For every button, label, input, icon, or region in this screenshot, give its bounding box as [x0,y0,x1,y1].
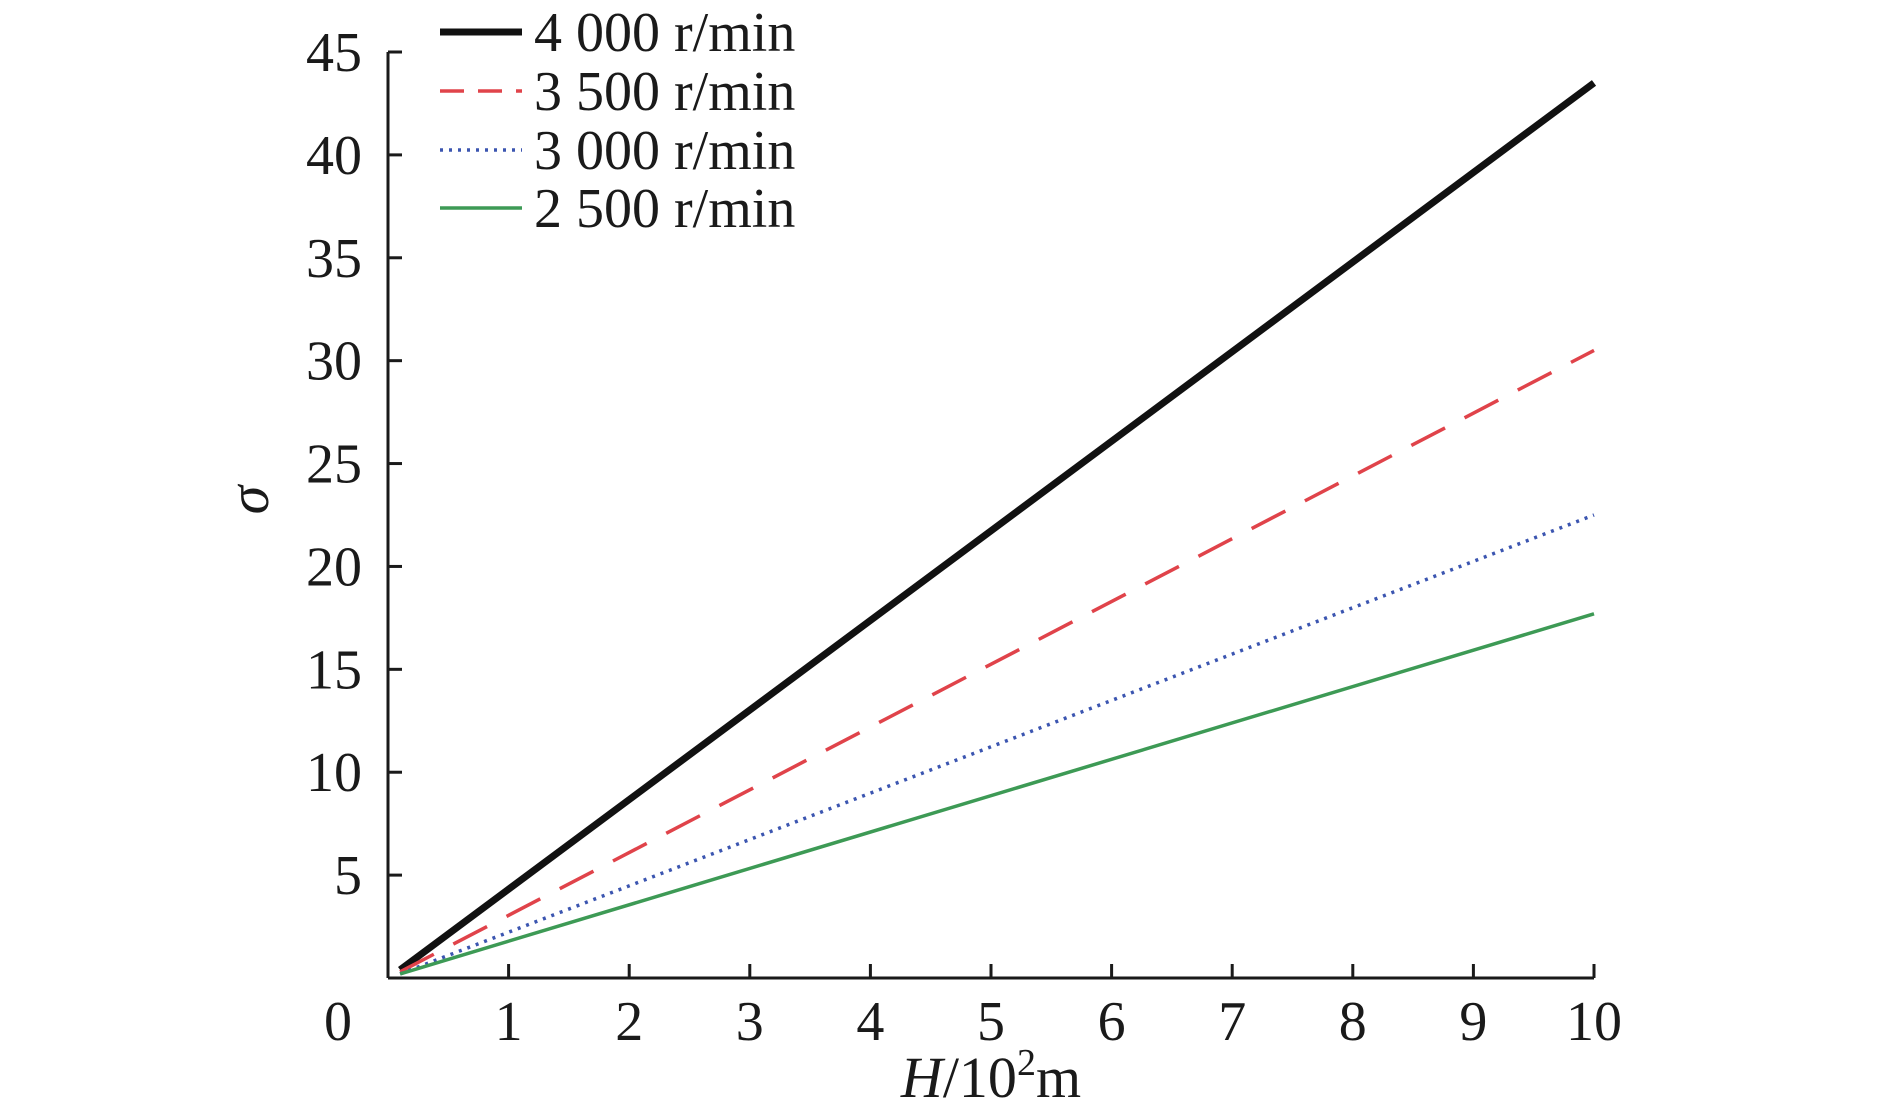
y-tick-label: 40 [306,125,362,187]
series-line-0 [398,80,1597,973]
x-tick-label: 2 [615,991,643,1053]
y-tick-label: 45 [306,22,362,84]
x-tick-label: 8 [1339,991,1367,1053]
legend-label: 2 500 r/min [534,178,795,240]
y-tick-label: 20 [306,536,362,598]
x-tick-label: 9 [1459,991,1487,1053]
y-tick-label: 30 [306,331,362,393]
series-lines [398,80,1597,976]
x-tick-label: 0 [324,991,352,1053]
y-axis-label: σ [216,483,281,514]
y-tick-label: 35 [306,228,362,290]
x-tick-label: 7 [1218,991,1246,1053]
y-tick-label: 25 [306,434,362,496]
series-line-1 [399,348,1595,974]
y-tick-label: 5 [334,845,362,907]
legend-label: 4 000 r/min [534,2,795,64]
x-axis-label-exponent: 2 [1017,1042,1036,1084]
y-tick-label: 15 [306,639,362,701]
x-tick-label: 10 [1566,991,1622,1053]
x-axis-label-base: /10 [943,1045,1017,1110]
x-ticks: 0 1 2 3 4 5 6 7 8 9 10 [324,964,1622,1053]
legend-label: 3 500 r/min [534,61,795,123]
x-axis-label: H/102m [900,1042,1081,1110]
x-tick-label: 5 [977,991,1005,1053]
x-tick-label: 1 [495,991,523,1053]
series-line-2 [399,513,1595,976]
x-tick-label: 4 [856,991,884,1053]
x-tick-label: 3 [736,991,764,1053]
legend-label: 3 000 r/min [534,120,795,182]
y-tick-label: 10 [306,742,362,804]
x-axis-label-var: H [900,1045,946,1110]
x-axis-label-unit: m [1036,1045,1081,1110]
y-ticks: 5 10 15 20 25 30 35 40 45 [306,22,402,907]
series-line-3 [399,612,1595,976]
x-tick-label: 6 [1098,991,1126,1053]
